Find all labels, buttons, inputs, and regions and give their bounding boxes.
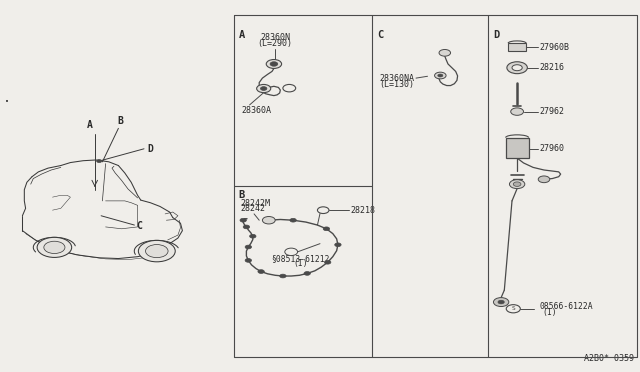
Text: (I): (I) bbox=[294, 259, 308, 267]
Circle shape bbox=[257, 84, 271, 93]
Circle shape bbox=[511, 108, 524, 115]
Circle shape bbox=[258, 270, 264, 273]
Text: (L=290): (L=290) bbox=[258, 39, 292, 48]
Circle shape bbox=[323, 227, 330, 231]
Text: 27960: 27960 bbox=[540, 144, 564, 153]
Circle shape bbox=[304, 272, 310, 275]
Text: 08566-6122A: 08566-6122A bbox=[540, 302, 593, 311]
Text: 28360A: 28360A bbox=[242, 106, 272, 115]
Text: 28360N: 28360N bbox=[260, 33, 290, 42]
Circle shape bbox=[435, 72, 446, 79]
Circle shape bbox=[266, 60, 282, 68]
Text: B: B bbox=[117, 116, 124, 126]
Circle shape bbox=[538, 176, 550, 183]
Circle shape bbox=[250, 234, 256, 238]
Text: §08513-61212: §08513-61212 bbox=[271, 254, 330, 263]
Circle shape bbox=[44, 241, 65, 254]
Circle shape bbox=[507, 62, 527, 74]
Text: (1): (1) bbox=[543, 308, 557, 317]
Circle shape bbox=[270, 62, 278, 66]
Circle shape bbox=[245, 245, 252, 249]
Circle shape bbox=[97, 160, 102, 163]
Circle shape bbox=[240, 218, 246, 222]
Text: 28216: 28216 bbox=[540, 63, 564, 72]
Text: S: S bbox=[511, 306, 515, 311]
Circle shape bbox=[509, 180, 525, 189]
Text: 28360NA: 28360NA bbox=[380, 74, 415, 83]
Circle shape bbox=[145, 244, 168, 258]
Circle shape bbox=[498, 300, 504, 304]
Circle shape bbox=[439, 49, 451, 56]
Text: C: C bbox=[378, 30, 384, 40]
Circle shape bbox=[493, 298, 509, 307]
Text: 28242M: 28242M bbox=[240, 199, 270, 208]
Circle shape bbox=[335, 243, 341, 247]
Text: A2B0* 0359: A2B0* 0359 bbox=[584, 354, 634, 363]
Text: 27960B: 27960B bbox=[540, 43, 570, 52]
Text: A: A bbox=[239, 30, 245, 40]
Text: 28218: 28218 bbox=[350, 206, 375, 215]
Text: 27962: 27962 bbox=[540, 107, 564, 116]
Text: A: A bbox=[86, 120, 93, 130]
Circle shape bbox=[290, 218, 296, 222]
FancyBboxPatch shape bbox=[508, 43, 526, 51]
Circle shape bbox=[513, 182, 521, 186]
Text: (L=130): (L=130) bbox=[380, 80, 415, 89]
Circle shape bbox=[138, 240, 175, 262]
Circle shape bbox=[280, 274, 286, 278]
Text: •: • bbox=[5, 99, 9, 105]
Text: D: D bbox=[493, 30, 499, 40]
Text: C: C bbox=[136, 221, 142, 231]
Circle shape bbox=[243, 225, 250, 229]
Circle shape bbox=[260, 87, 267, 90]
Text: B: B bbox=[239, 190, 245, 200]
Circle shape bbox=[438, 74, 443, 77]
Circle shape bbox=[245, 259, 252, 262]
Circle shape bbox=[262, 217, 275, 224]
Text: D: D bbox=[147, 144, 153, 154]
Text: 28242: 28242 bbox=[240, 204, 265, 213]
Circle shape bbox=[37, 237, 72, 257]
FancyBboxPatch shape bbox=[506, 138, 529, 158]
Circle shape bbox=[324, 260, 331, 264]
Circle shape bbox=[512, 65, 522, 71]
